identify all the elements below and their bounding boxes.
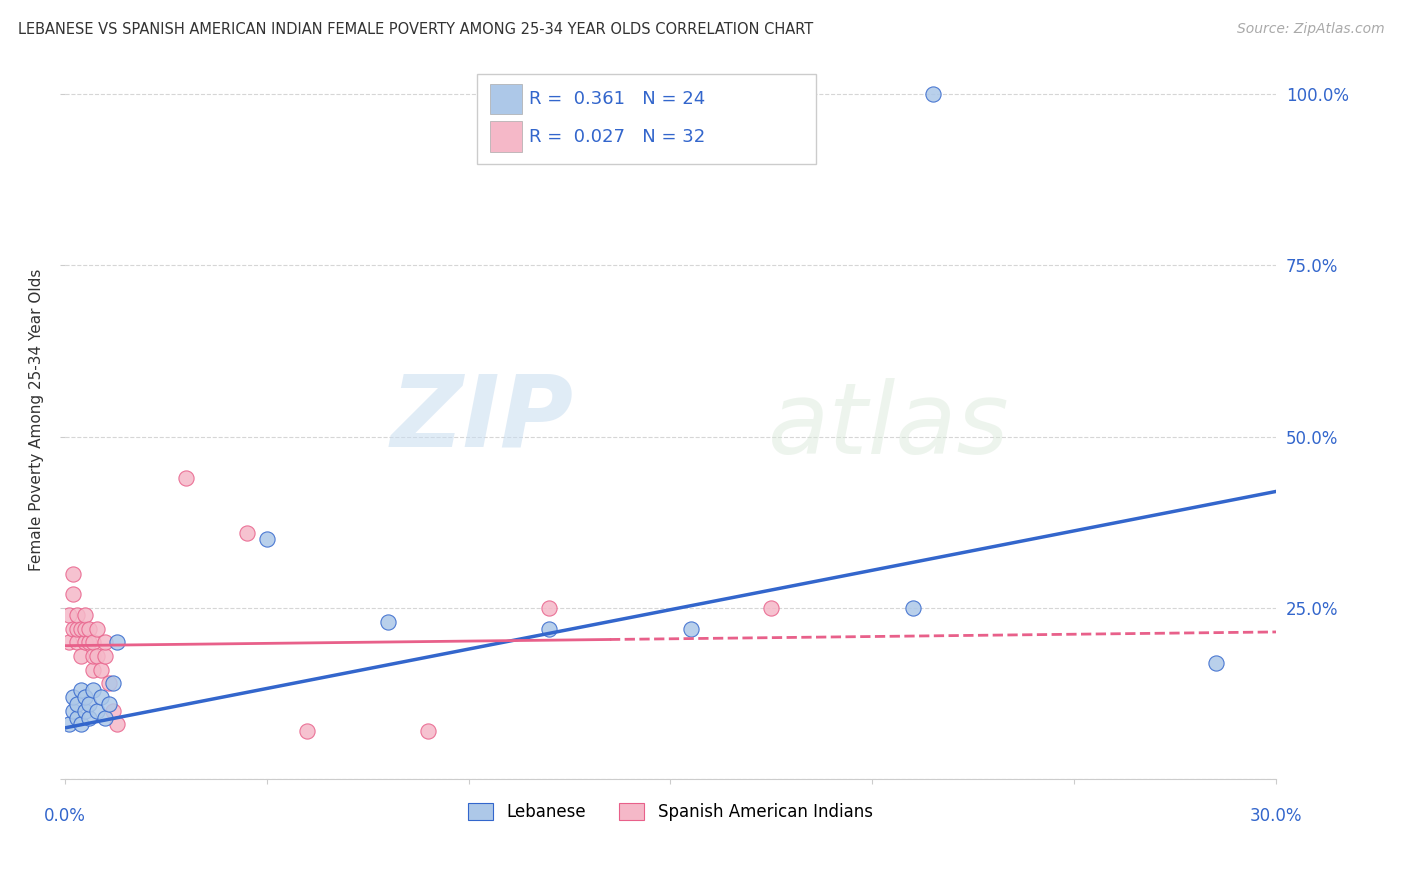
Point — [62, 704, 84, 718]
Text: R =  0.027   N = 32: R = 0.027 N = 32 — [529, 128, 704, 145]
Point — [75, 635, 97, 649]
Point — [94, 648, 117, 663]
Point — [256, 533, 278, 547]
Point — [103, 676, 125, 690]
Point — [62, 587, 84, 601]
Point — [538, 601, 561, 615]
Point — [70, 683, 93, 698]
Point — [82, 683, 104, 698]
Point — [98, 697, 121, 711]
Point — [70, 622, 93, 636]
Text: atlas: atlas — [768, 378, 1010, 475]
Point — [761, 601, 783, 615]
Point — [105, 717, 128, 731]
Point — [98, 676, 121, 690]
FancyBboxPatch shape — [491, 121, 522, 152]
Point — [58, 635, 80, 649]
Point — [62, 622, 84, 636]
Point — [679, 622, 702, 636]
Point — [418, 724, 440, 739]
Point — [77, 711, 100, 725]
Text: LEBANESE VS SPANISH AMERICAN INDIAN FEMALE POVERTY AMONG 25-34 YEAR OLDS CORRELA: LEBANESE VS SPANISH AMERICAN INDIAN FEMA… — [18, 22, 814, 37]
FancyBboxPatch shape — [491, 84, 522, 114]
Point — [103, 704, 125, 718]
Point — [70, 717, 93, 731]
Text: Source: ZipAtlas.com: Source: ZipAtlas.com — [1237, 22, 1385, 37]
Point — [295, 724, 318, 739]
Point — [75, 622, 97, 636]
Point — [66, 622, 89, 636]
Point — [62, 566, 84, 581]
Y-axis label: Female Poverty Among 25-34 Year Olds: Female Poverty Among 25-34 Year Olds — [30, 268, 44, 571]
Point — [82, 648, 104, 663]
Point — [901, 601, 924, 615]
FancyBboxPatch shape — [477, 74, 815, 164]
Point — [66, 607, 89, 622]
Point — [62, 690, 84, 704]
Point — [922, 87, 945, 101]
Point — [70, 648, 93, 663]
Point — [75, 607, 97, 622]
Point — [75, 690, 97, 704]
Point — [90, 690, 112, 704]
Point — [538, 622, 561, 636]
Point — [86, 648, 108, 663]
Text: 30.0%: 30.0% — [1250, 806, 1302, 825]
Point — [66, 711, 89, 725]
Point — [174, 471, 197, 485]
Point — [75, 704, 97, 718]
Point — [66, 697, 89, 711]
Point — [58, 607, 80, 622]
Text: ZIP: ZIP — [391, 371, 574, 468]
Point — [235, 525, 257, 540]
Point — [90, 663, 112, 677]
Point — [58, 717, 80, 731]
Point — [105, 635, 128, 649]
Point — [66, 635, 89, 649]
Point — [1205, 656, 1227, 670]
Point — [77, 635, 100, 649]
Point — [86, 622, 108, 636]
Point — [77, 622, 100, 636]
Text: 0.0%: 0.0% — [44, 806, 86, 825]
Point — [94, 711, 117, 725]
Point — [82, 663, 104, 677]
Point — [82, 635, 104, 649]
Point — [377, 615, 399, 629]
Point — [77, 697, 100, 711]
Point — [86, 704, 108, 718]
Point — [94, 635, 117, 649]
Legend: Lebanese, Spanish American Indians: Lebanese, Spanish American Indians — [468, 803, 873, 822]
Text: R =  0.361   N = 24: R = 0.361 N = 24 — [529, 90, 704, 108]
